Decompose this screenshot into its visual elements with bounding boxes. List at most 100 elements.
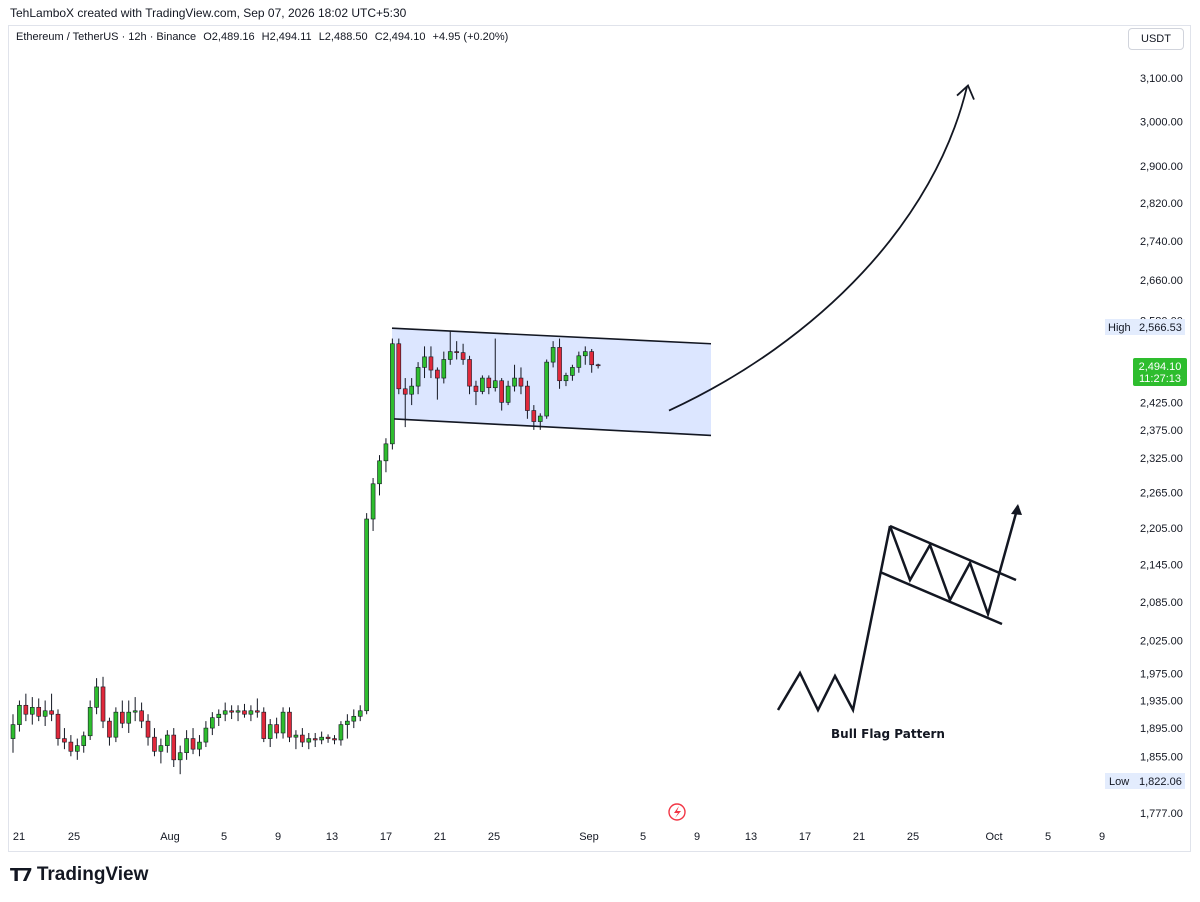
candle[interactable] [210, 712, 215, 736]
candle[interactable] [177, 745, 183, 775]
candle[interactable] [280, 707, 286, 739]
candle[interactable] [364, 513, 369, 715]
candle[interactable] [300, 728, 305, 748]
candle[interactable] [242, 703, 247, 718]
candle[interactable] [589, 348, 595, 373]
candle[interactable] [460, 343, 466, 365]
candle[interactable] [100, 676, 106, 729]
candle[interactable] [351, 709, 357, 729]
candle[interactable] [467, 355, 472, 395]
candle[interactable] [49, 693, 54, 722]
candle[interactable] [557, 338, 562, 389]
candle[interactable] [42, 700, 48, 726]
candle[interactable] [325, 734, 331, 743]
candle[interactable] [197, 735, 202, 757]
candle[interactable] [10, 714, 16, 753]
candle[interactable] [255, 698, 260, 718]
candle[interactable] [75, 738, 80, 760]
candle[interactable] [518, 367, 524, 395]
candle[interactable] [139, 702, 144, 729]
time-axis[interactable]: 21 25 Aug 5 9 13 17 21 25 Sep 5 9 13 17 21 25 Oct 5 9 [13, 831, 1105, 843]
candle[interactable] [550, 341, 556, 368]
candle[interactable] [473, 380, 479, 406]
candle[interactable] [595, 363, 601, 369]
candle[interactable] [402, 378, 408, 428]
candle[interactable] [120, 700, 125, 729]
candle[interactable] [537, 413, 543, 430]
candle[interactable] [107, 717, 112, 746]
candle[interactable] [454, 341, 459, 360]
candle[interactable] [55, 709, 61, 746]
candle[interactable] [312, 732, 318, 748]
candle[interactable] [29, 697, 35, 725]
candle[interactable] [184, 730, 189, 760]
candle[interactable] [17, 700, 22, 732]
candle[interactable] [287, 707, 292, 743]
candle[interactable] [582, 346, 588, 365]
candle[interactable] [216, 709, 222, 726]
candle[interactable] [563, 372, 569, 387]
candle[interactable] [428, 346, 434, 379]
candle[interactable] [357, 705, 363, 722]
candle[interactable] [338, 721, 344, 746]
candle[interactable] [190, 728, 196, 755]
candle[interactable] [87, 700, 93, 740]
currency-button[interactable]: USDT [1128, 28, 1184, 50]
candle[interactable] [229, 705, 234, 720]
candle[interactable] [570, 364, 575, 381]
candle[interactable] [486, 375, 492, 395]
candle[interactable] [525, 380, 530, 419]
candle[interactable] [390, 338, 395, 450]
candle[interactable] [422, 346, 427, 379]
candle[interactable] [203, 721, 209, 748]
candle[interactable] [68, 735, 74, 757]
candle[interactable] [165, 730, 170, 753]
candle[interactable] [36, 698, 42, 722]
candle[interactable] [222, 702, 228, 722]
candle[interactable] [158, 738, 164, 764]
lightning-icon[interactable] [668, 803, 686, 821]
candle[interactable] [113, 707, 119, 743]
candle[interactable] [499, 378, 504, 411]
candle[interactable] [409, 378, 414, 406]
tradingview-logo[interactable]: T7 TradingView [10, 864, 148, 886]
candle[interactable] [126, 700, 132, 733]
candle[interactable] [132, 697, 138, 722]
candle[interactable] [396, 338, 402, 395]
candle[interactable] [94, 678, 99, 715]
candle[interactable] [505, 380, 511, 406]
candle[interactable] [306, 732, 312, 750]
candle[interactable] [23, 693, 29, 722]
candle[interactable] [274, 717, 279, 739]
candle[interactable] [235, 705, 241, 722]
candle[interactable] [492, 338, 498, 392]
candle[interactable] [267, 719, 273, 748]
candle[interactable] [480, 375, 485, 395]
candle[interactable] [531, 405, 537, 430]
candle[interactable] [441, 351, 447, 384]
candle[interactable] [62, 728, 67, 750]
candle[interactable] [293, 730, 299, 750]
candle[interactable] [415, 362, 421, 395]
candle[interactable] [447, 330, 453, 365]
candle[interactable] [383, 438, 389, 473]
price-tick: 2,660.00 [1140, 275, 1183, 287]
candle[interactable] [370, 478, 376, 531]
symbol-info[interactable]: Ethereum / TetherUS · 12h · Binance [16, 31, 197, 43]
candle[interactable] [81, 731, 87, 753]
candle[interactable] [319, 731, 324, 745]
candle[interactable] [544, 359, 549, 419]
candle[interactable] [145, 714, 151, 746]
candle[interactable] [152, 728, 157, 757]
candle[interactable] [576, 351, 582, 373]
candle[interactable] [171, 728, 177, 767]
candle[interactable] [261, 707, 267, 743]
candle[interactable] [332, 735, 337, 745]
candle[interactable] [435, 367, 440, 400]
candle[interactable] [512, 364, 517, 392]
price-axis[interactable]: 3,100.00 3,000.00 2,900.00 2,820.00 2,740.00… [1140, 73, 1183, 820]
candle[interactable] [377, 455, 382, 496]
candle[interactable] [345, 714, 350, 739]
candle[interactable] [248, 705, 254, 722]
